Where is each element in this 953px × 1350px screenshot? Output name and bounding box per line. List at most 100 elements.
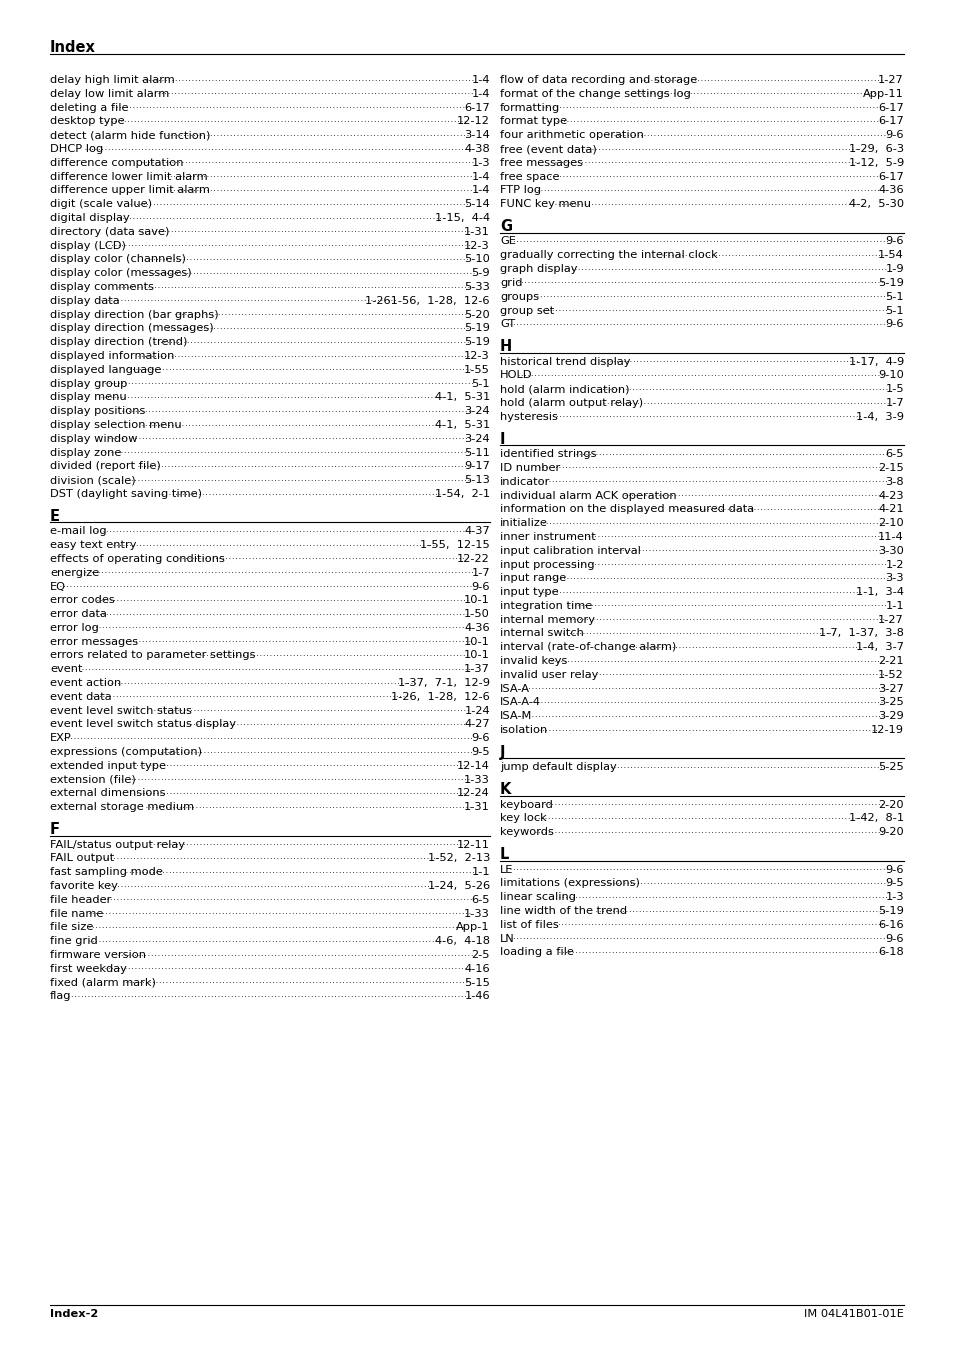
- Text: 6-17: 6-17: [878, 103, 903, 112]
- Text: 9-6: 9-6: [471, 733, 490, 744]
- Text: 12-24: 12-24: [456, 788, 490, 798]
- Text: 5-15: 5-15: [464, 977, 490, 988]
- Text: detect (alarm hide function): detect (alarm hide function): [50, 130, 211, 140]
- Text: 3-24: 3-24: [464, 433, 490, 444]
- Text: 4-16: 4-16: [464, 964, 490, 973]
- Text: 1-52: 1-52: [878, 670, 903, 680]
- Text: 1-24,  5-26: 1-24, 5-26: [428, 882, 490, 891]
- Text: difference upper limit alarm: difference upper limit alarm: [50, 185, 210, 196]
- Text: 5-25: 5-25: [878, 763, 903, 772]
- Text: 1-15,  4-4: 1-15, 4-4: [435, 213, 490, 223]
- Text: Index-2: Index-2: [50, 1310, 98, 1319]
- Text: 1-29,  6-3: 1-29, 6-3: [848, 144, 903, 154]
- Text: 9-6: 9-6: [884, 934, 903, 944]
- Text: 4-2,  5-30: 4-2, 5-30: [848, 200, 903, 209]
- Text: 1-4: 1-4: [471, 76, 490, 85]
- Text: 1-5: 1-5: [884, 385, 903, 394]
- Text: event level switch status display: event level switch status display: [50, 720, 235, 729]
- Text: 5-9: 5-9: [471, 269, 490, 278]
- Text: 4-1,  5-31: 4-1, 5-31: [435, 420, 490, 431]
- Text: 4-1,  5-31: 4-1, 5-31: [435, 393, 490, 402]
- Text: 5-19: 5-19: [877, 278, 903, 288]
- Text: file header: file header: [50, 895, 112, 905]
- Text: 3-29: 3-29: [878, 711, 903, 721]
- Text: 12-12: 12-12: [456, 116, 490, 127]
- Text: 6-18: 6-18: [878, 948, 903, 957]
- Text: 2-15: 2-15: [878, 463, 903, 472]
- Text: list of files: list of files: [499, 919, 558, 930]
- Text: file name: file name: [50, 909, 103, 918]
- Text: free messages: free messages: [499, 158, 582, 167]
- Text: directory (data save): directory (data save): [50, 227, 170, 236]
- Text: 1-55,  12-15: 1-55, 12-15: [420, 540, 490, 549]
- Text: firmware version: firmware version: [50, 950, 146, 960]
- Text: 1-1,  3-4: 1-1, 3-4: [855, 587, 903, 597]
- Text: 5-20: 5-20: [464, 309, 490, 320]
- Text: group set: group set: [499, 305, 554, 316]
- Text: 10-1: 10-1: [464, 595, 490, 605]
- Text: 4-27: 4-27: [464, 720, 490, 729]
- Text: 3-25: 3-25: [878, 698, 903, 707]
- Text: ID number: ID number: [499, 463, 559, 472]
- Text: division (scale): division (scale): [50, 475, 135, 485]
- Text: 1-31: 1-31: [464, 227, 490, 236]
- Text: 4-36: 4-36: [878, 185, 903, 196]
- Text: input processing: input processing: [499, 559, 594, 570]
- Text: 1-7: 1-7: [471, 568, 490, 578]
- Text: 9-6: 9-6: [884, 320, 903, 329]
- Text: integration time: integration time: [499, 601, 592, 612]
- Text: grid: grid: [499, 278, 522, 288]
- Text: 6-17: 6-17: [878, 171, 903, 182]
- Text: 1-27: 1-27: [878, 614, 903, 625]
- Text: input type: input type: [499, 587, 558, 597]
- Text: divided (report file): divided (report file): [50, 462, 161, 471]
- Text: hold (alarm indication): hold (alarm indication): [499, 385, 629, 394]
- Text: internal memory: internal memory: [499, 614, 595, 625]
- Text: 3-14: 3-14: [464, 130, 490, 140]
- Text: EXP: EXP: [50, 733, 71, 744]
- Text: 9-20: 9-20: [878, 828, 903, 837]
- Text: 3-24: 3-24: [464, 406, 490, 416]
- Text: jump default display: jump default display: [499, 763, 616, 772]
- Text: energize: energize: [50, 568, 99, 578]
- Text: free space: free space: [499, 171, 558, 182]
- Text: display zone: display zone: [50, 448, 121, 458]
- Text: FAIL/status output relay: FAIL/status output relay: [50, 840, 185, 849]
- Text: display comments: display comments: [50, 282, 153, 292]
- Text: event: event: [50, 664, 82, 674]
- Text: 1-3: 1-3: [471, 158, 490, 167]
- Text: 9-5: 9-5: [471, 747, 490, 757]
- Text: 1-4,  3-9: 1-4, 3-9: [855, 412, 903, 421]
- Text: 9-6: 9-6: [471, 582, 490, 591]
- Text: 1-9: 1-9: [884, 265, 903, 274]
- Text: E: E: [50, 509, 60, 524]
- Text: loading a file: loading a file: [499, 948, 574, 957]
- Text: 12-19: 12-19: [870, 725, 903, 736]
- Text: 12-22: 12-22: [456, 554, 490, 564]
- Text: 1-33: 1-33: [464, 775, 490, 784]
- Text: interval (rate-of-change alarm): interval (rate-of-change alarm): [499, 643, 676, 652]
- Text: isolation: isolation: [499, 725, 548, 736]
- Text: 4-6,  4-18: 4-6, 4-18: [435, 936, 490, 946]
- Text: display data: display data: [50, 296, 119, 306]
- Text: 1-46: 1-46: [464, 991, 490, 1002]
- Text: inner instrument: inner instrument: [499, 532, 595, 541]
- Text: App-11: App-11: [862, 89, 903, 99]
- Text: 3-30: 3-30: [877, 545, 903, 556]
- Text: hold (alarm output relay): hold (alarm output relay): [499, 398, 642, 408]
- Text: 11-4: 11-4: [878, 532, 903, 541]
- Text: 4-36: 4-36: [464, 622, 490, 633]
- Text: 1-4,  3-7: 1-4, 3-7: [855, 643, 903, 652]
- Text: expressions (computation): expressions (computation): [50, 747, 202, 757]
- Text: 3-8: 3-8: [884, 477, 903, 487]
- Text: 5-13: 5-13: [464, 475, 490, 485]
- Text: gradually correcting the internal clock: gradually correcting the internal clock: [499, 250, 717, 261]
- Text: I: I: [499, 432, 505, 447]
- Text: error data: error data: [50, 609, 107, 620]
- Text: free (event data): free (event data): [499, 144, 597, 154]
- Text: display positions: display positions: [50, 406, 145, 416]
- Text: 1-1: 1-1: [471, 867, 490, 878]
- Text: 1-42,  8-1: 1-42, 8-1: [848, 814, 903, 824]
- Text: K: K: [499, 782, 511, 798]
- Text: initialize: initialize: [499, 518, 547, 528]
